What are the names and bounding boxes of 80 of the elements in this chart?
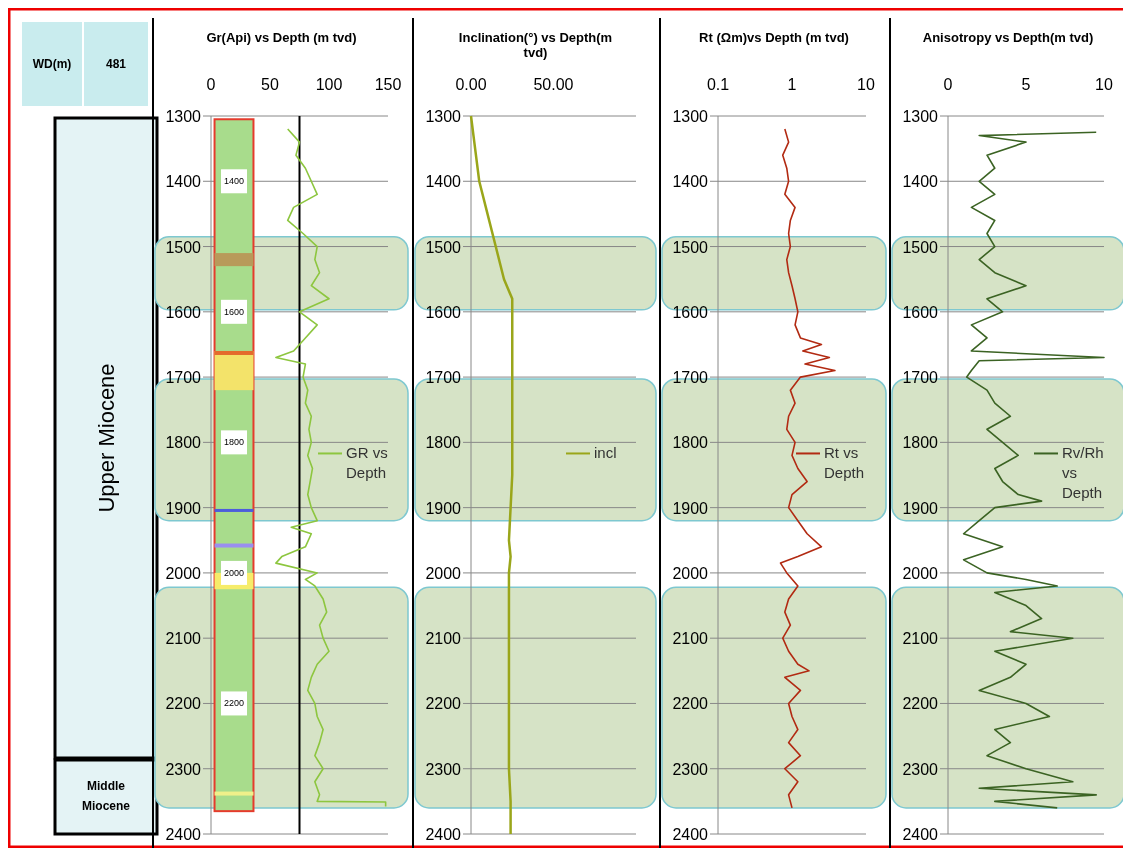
y-tick-label: 2300: [425, 760, 462, 778]
y-tick-label: 2100: [672, 630, 709, 648]
y-tick-label: 1400: [902, 173, 939, 191]
y-tick-label: 1300: [902, 108, 939, 125]
x-tick-label: 1: [787, 76, 797, 93]
y-tick-label: 1700: [425, 369, 462, 387]
y-tick-label: 1700: [165, 369, 202, 387]
chart-title: Rt (Ωm)vs Depth (m tvd): [699, 30, 849, 45]
y-tick-label: 1900: [165, 499, 202, 517]
line-series: [275, 128, 387, 808]
text: Middle Miocene: [81, 779, 131, 813]
y-tick-label: 1800: [425, 434, 462, 452]
y-tick-label: 2200: [902, 695, 939, 713]
legend-label: GR vs Depth: [346, 444, 388, 482]
y-tick-label: 1500: [902, 238, 939, 256]
y-tick-label: 1800: [165, 434, 202, 452]
x-tick-label: 0.00: [455, 76, 487, 93]
y-tick-label: 1600: [902, 303, 939, 321]
y-tick-label: 1600: [425, 303, 462, 321]
x-tick-label: 50.00: [533, 76, 574, 93]
y-tick-label: 1300: [165, 108, 202, 125]
y-tick-label: 1600: [165, 303, 202, 321]
y-tick-label: 1700: [902, 369, 939, 387]
annotation: 2000: [223, 567, 245, 578]
legend-label: Rt vs Depth: [824, 444, 865, 482]
y-tick-label: 1500: [165, 238, 202, 256]
y-tick-label: 2400: [165, 826, 202, 843]
y-tick-label: 2400: [425, 826, 462, 843]
x-tick-label: 0: [943, 76, 953, 93]
y-tick-label: 2100: [165, 630, 202, 648]
x-tick-label: 0: [206, 76, 216, 93]
y-tick-label: 2300: [165, 760, 202, 778]
y-tick-label: 2000: [902, 564, 939, 582]
y-tick-label: 2100: [902, 630, 939, 648]
y-tick-label: 2000: [672, 564, 709, 582]
y-tick-label: 1600: [672, 303, 709, 321]
annotation: 1800: [223, 437, 245, 448]
text: Upper Miocene: [94, 363, 119, 513]
y-tick-label: 1300: [425, 108, 462, 125]
x-tick-label: 0.1: [706, 76, 730, 93]
line-series: [469, 114, 514, 836]
y-tick-label: 1400: [425, 173, 462, 191]
annotation: 2200: [223, 698, 245, 709]
y-tick-label: 1500: [672, 238, 709, 256]
x-tick-label: 150: [374, 76, 402, 93]
y-tick-label: 2200: [425, 695, 462, 713]
legend-label: Rv/Rh vs Depth: [1062, 444, 1104, 502]
chart-title: Inclination(°) vs Depth(m tvd): [458, 30, 613, 60]
text: WD(m): [32, 57, 72, 71]
y-tick-label: 1400: [165, 173, 202, 191]
y-tick-label: 2200: [165, 695, 202, 713]
y-tick-label: 2000: [425, 564, 462, 582]
y-tick-label: 1300: [672, 108, 709, 125]
y-tick-label: 2400: [902, 826, 939, 843]
annotation: 1400: [223, 176, 245, 187]
y-tick-label: 2300: [902, 760, 939, 778]
y-tick-label: 1400: [672, 173, 709, 191]
x-tick-label: 10: [1095, 76, 1113, 93]
chart-title: Gr(Api) vs Depth (m tvd): [206, 30, 357, 45]
y-tick-label: 2400: [672, 826, 709, 843]
y-tick-label: 2000: [165, 564, 202, 582]
y-tick-label: 2100: [425, 630, 462, 648]
y-tick-label: 1900: [902, 499, 939, 517]
x-tick-label: 50: [261, 76, 279, 93]
y-tick-label: 1900: [672, 499, 709, 517]
x-tick-label: 5: [1021, 76, 1031, 93]
y-tick-label: 1500: [425, 238, 462, 256]
y-tick-label: 1900: [425, 499, 462, 517]
x-tick-label: 10: [857, 76, 875, 93]
y-tick-label: 1700: [672, 369, 709, 387]
annotation: 1600: [223, 306, 245, 317]
x-tick-label: 100: [315, 76, 343, 93]
y-tick-label: 2300: [672, 760, 709, 778]
legend-label: incl: [594, 444, 617, 462]
y-tick-label: 2200: [672, 695, 709, 713]
line-series: [962, 131, 1105, 809]
chart-title: Anisotropy vs Depth(m tvd): [922, 30, 1094, 45]
y-tick-label: 1800: [902, 434, 939, 452]
y-tick-label: 1800: [672, 434, 709, 452]
text: 481: [105, 57, 127, 71]
